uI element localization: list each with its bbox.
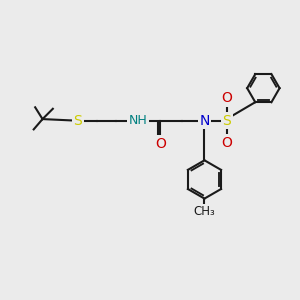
Text: O: O (221, 92, 232, 106)
Text: S: S (74, 114, 82, 128)
Text: S: S (222, 114, 231, 128)
Text: N: N (199, 114, 210, 128)
Text: O: O (221, 136, 232, 150)
Text: O: O (155, 137, 166, 151)
Text: NH: NH (129, 114, 148, 127)
Text: CH₃: CH₃ (194, 205, 215, 218)
